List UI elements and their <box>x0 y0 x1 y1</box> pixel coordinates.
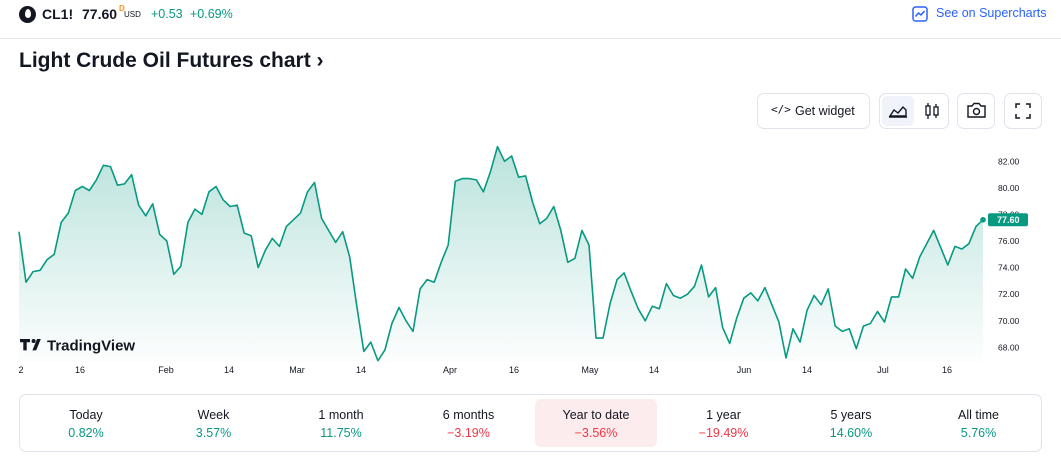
candles-chart-button[interactable] <box>916 96 948 126</box>
performance-period-label: 1 month <box>318 408 364 422</box>
tradingview-logo[interactable]: TradingView <box>20 338 135 355</box>
chevron-right-icon: › <box>316 49 324 72</box>
performance-period-label: 5 years <box>830 408 872 422</box>
get-widget-button[interactable]: </> Get widget <box>757 93 870 129</box>
candles-icon <box>925 103 939 119</box>
code-icon: </> <box>771 103 791 116</box>
price-line <box>18 145 984 362</box>
performance-period-value: 11.75% <box>320 426 362 440</box>
performance-period-button[interactable]: Year to date −3.56% <box>535 399 657 447</box>
y-tick-label: 80.00 <box>998 183 1020 193</box>
performance-period-value: 5.76% <box>960 426 997 440</box>
currency-label: USD <box>124 10 141 19</box>
y-tick-label: 74.00 <box>998 263 1020 273</box>
last-price-label: 77.60 <box>997 215 1020 225</box>
price-change: +0.53 <box>151 7 183 21</box>
ticker-symbol[interactable]: CL1! <box>42 6 74 22</box>
get-widget-label: Get widget <box>795 104 855 118</box>
price-chart[interactable]: 82.0080.0078.0076.0074.0072.0070.0068.00… <box>0 140 1061 380</box>
y-tick-label: 72.00 <box>998 289 1020 299</box>
performance-period-value: −19.49% <box>698 426 749 440</box>
delayed-flag: D <box>119 4 125 13</box>
see-on-supercharts-link[interactable]: See on Supercharts <box>936 6 1047 20</box>
x-tick-label: May <box>581 365 599 375</box>
performance-period-button[interactable]: Week 3.57% <box>153 399 275 447</box>
area-chart-icon <box>888 105 907 118</box>
camera-icon <box>967 102 986 118</box>
last-price: 77.60 <box>82 6 118 22</box>
y-tick-label: 82.00 <box>998 156 1020 166</box>
performance-period-label: Week <box>197 408 230 422</box>
performance-period-value: −3.56% <box>574 426 618 440</box>
last-price-dot <box>980 216 986 223</box>
x-tick-label: 16 <box>942 365 952 375</box>
x-tick-label: 16 <box>75 365 85 375</box>
oil-drop-icon <box>19 6 36 23</box>
performance-period-button[interactable]: All time 5.76% <box>918 399 1040 447</box>
performance-period-button[interactable]: 1 year −19.49% <box>663 399 785 447</box>
price-change-percent: +0.69% <box>190 7 233 21</box>
chart-line-icon[interactable] <box>912 6 928 22</box>
area-chart-button[interactable] <box>882 96 914 126</box>
x-tick-label: 14 <box>224 365 234 375</box>
x-tick-label: 14 <box>356 365 366 375</box>
performance-period-button[interactable]: 6 months −3.19% <box>408 399 530 447</box>
x-tick-label: Jul <box>877 365 889 375</box>
x-tick-label: 14 <box>649 365 659 375</box>
performance-period-button[interactable]: Today 0.82% <box>25 399 147 447</box>
performance-period-button[interactable]: 1 month 11.75% <box>280 399 402 447</box>
performance-period-label: Year to date <box>562 408 630 422</box>
x-tick-label: Mar <box>289 365 305 375</box>
x-tick-label: Feb <box>158 365 174 375</box>
tradingview-logo-icon <box>20 339 41 351</box>
x-tick-label: 2 <box>18 365 23 375</box>
fullscreen-button[interactable] <box>1004 93 1042 129</box>
performance-period-label: Today <box>69 408 103 422</box>
performance-period-label: 6 months <box>442 408 495 422</box>
performance-period-label: 1 year <box>706 408 741 422</box>
performance-period-button[interactable]: 5 years 14.60% <box>790 399 912 447</box>
y-tick-label: 70.00 <box>998 316 1020 326</box>
x-tick-label: 16 <box>509 365 519 375</box>
performance-period-label: All time <box>958 408 999 422</box>
symbol-header: CL1! 77.60 D USD +0.53 +0.69% See on Sup… <box>0 0 1061 39</box>
x-tick-label: Apr <box>443 365 457 375</box>
price-area <box>19 146 983 362</box>
tradingview-logo-text: TradingView <box>47 338 135 355</box>
y-tick-label: 68.00 <box>998 342 1020 352</box>
performance-period-value: −3.19% <box>447 426 490 440</box>
x-axis: 2 16 Feb 14 Mar 14 Apr 16 May 14 Jun 14 Jul 16 <box>18 365 952 375</box>
fullscreen-icon <box>1015 103 1031 119</box>
y-tick-label: 76.00 <box>998 236 1020 246</box>
page-title-text: Light Crude Oil Futures chart <box>19 49 311 72</box>
performance-period-value: 3.57% <box>195 426 232 440</box>
page-title[interactable]: Light Crude Oil Futures chart › <box>19 49 324 73</box>
screenshot-button[interactable] <box>957 93 995 129</box>
x-tick-label: 14 <box>802 365 812 375</box>
x-tick-label: Jun <box>737 365 752 375</box>
performance-periods: Today 0.82% Week 3.57% 1 month 11.75% 6 months… <box>19 394 1042 452</box>
chart-type-switcher <box>879 93 949 129</box>
performance-period-value: 0.82% <box>68 426 104 440</box>
performance-period-value: 14.60% <box>829 426 873 440</box>
last-price-tag: 77.60 <box>988 213 1028 227</box>
